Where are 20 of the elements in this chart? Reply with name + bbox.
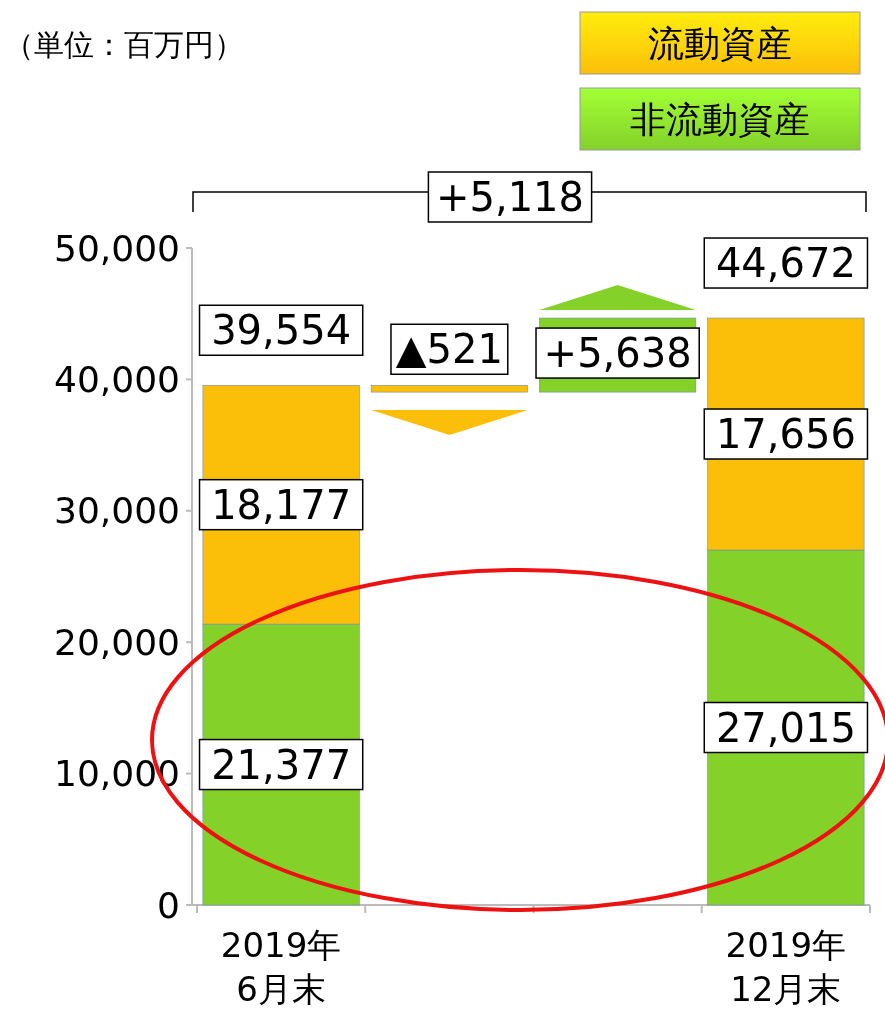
text: 非流動資産 bbox=[630, 98, 810, 140]
text: 流動資産 bbox=[648, 22, 792, 64]
y-tick-label: 30,000 bbox=[54, 490, 180, 532]
x-tick-label: 2019年 6月末 bbox=[220, 925, 342, 1009]
data-label: 27,015 bbox=[715, 704, 856, 751]
text: （単位：百万円） bbox=[4, 27, 244, 62]
y-tick-label: 0 bbox=[157, 884, 180, 926]
data-label: +5,638 bbox=[543, 330, 692, 377]
data-label: ▲521 bbox=[395, 326, 503, 373]
x-tick-label: 2019年 12月末 bbox=[725, 925, 847, 1009]
total-label: 44,672 bbox=[715, 240, 856, 287]
y-tick-label: 20,000 bbox=[54, 621, 180, 663]
bar bbox=[370, 384, 528, 393]
text: +5,118 bbox=[435, 174, 585, 220]
y-tick-label: 40,000 bbox=[54, 358, 180, 400]
data-label: 21,377 bbox=[211, 741, 352, 788]
data-label: 17,656 bbox=[715, 411, 856, 458]
total-label: 39,554 bbox=[211, 307, 352, 354]
y-tick-label: 50,000 bbox=[54, 227, 180, 269]
data-label: 18,177 bbox=[211, 481, 352, 528]
